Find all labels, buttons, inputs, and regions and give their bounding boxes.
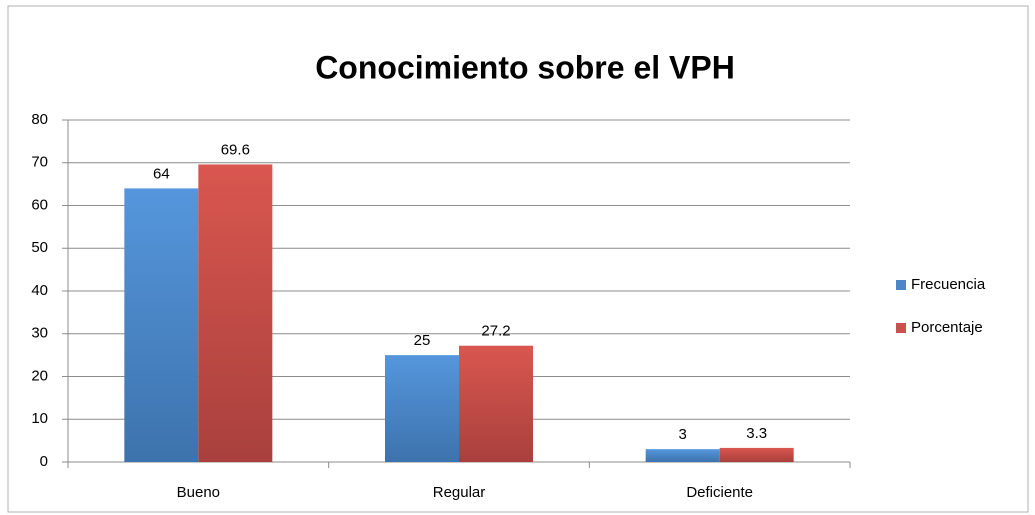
y-tick-label: 80 — [31, 111, 48, 128]
y-tick-label: 10 — [31, 410, 48, 427]
y-tick-label: 60 — [31, 196, 48, 213]
chart-title: Conocimiento sobre el VPH — [315, 49, 735, 85]
bar — [645, 449, 720, 462]
bar — [459, 345, 533, 462]
x-tick-label: Deficiente — [686, 484, 753, 501]
legend-swatch — [896, 323, 906, 333]
bar — [124, 188, 199, 462]
y-tick-label: 70 — [31, 154, 48, 171]
bar — [719, 447, 794, 462]
data-label: 3 — [678, 426, 686, 443]
legend-swatch — [896, 280, 906, 290]
y-tick-label: 50 — [31, 239, 48, 256]
x-tick-label: Bueno — [177, 484, 220, 501]
data-label: 25 — [414, 332, 431, 349]
data-label: 69.6 — [221, 141, 250, 158]
x-tick-label: Regular — [433, 484, 486, 501]
data-label: 27.2 — [481, 323, 510, 340]
y-tick-label: 30 — [31, 325, 48, 342]
bar — [198, 164, 273, 462]
y-tick-label: 0 — [40, 453, 48, 470]
y-tick-label: 20 — [31, 367, 48, 384]
legend-label: Porcentaje — [911, 319, 983, 336]
data-label: 64 — [153, 165, 170, 182]
data-label: 3.3 — [746, 425, 767, 442]
bar — [385, 355, 459, 462]
y-tick-label: 40 — [31, 282, 48, 299]
legend-label: Frecuencia — [911, 276, 986, 293]
